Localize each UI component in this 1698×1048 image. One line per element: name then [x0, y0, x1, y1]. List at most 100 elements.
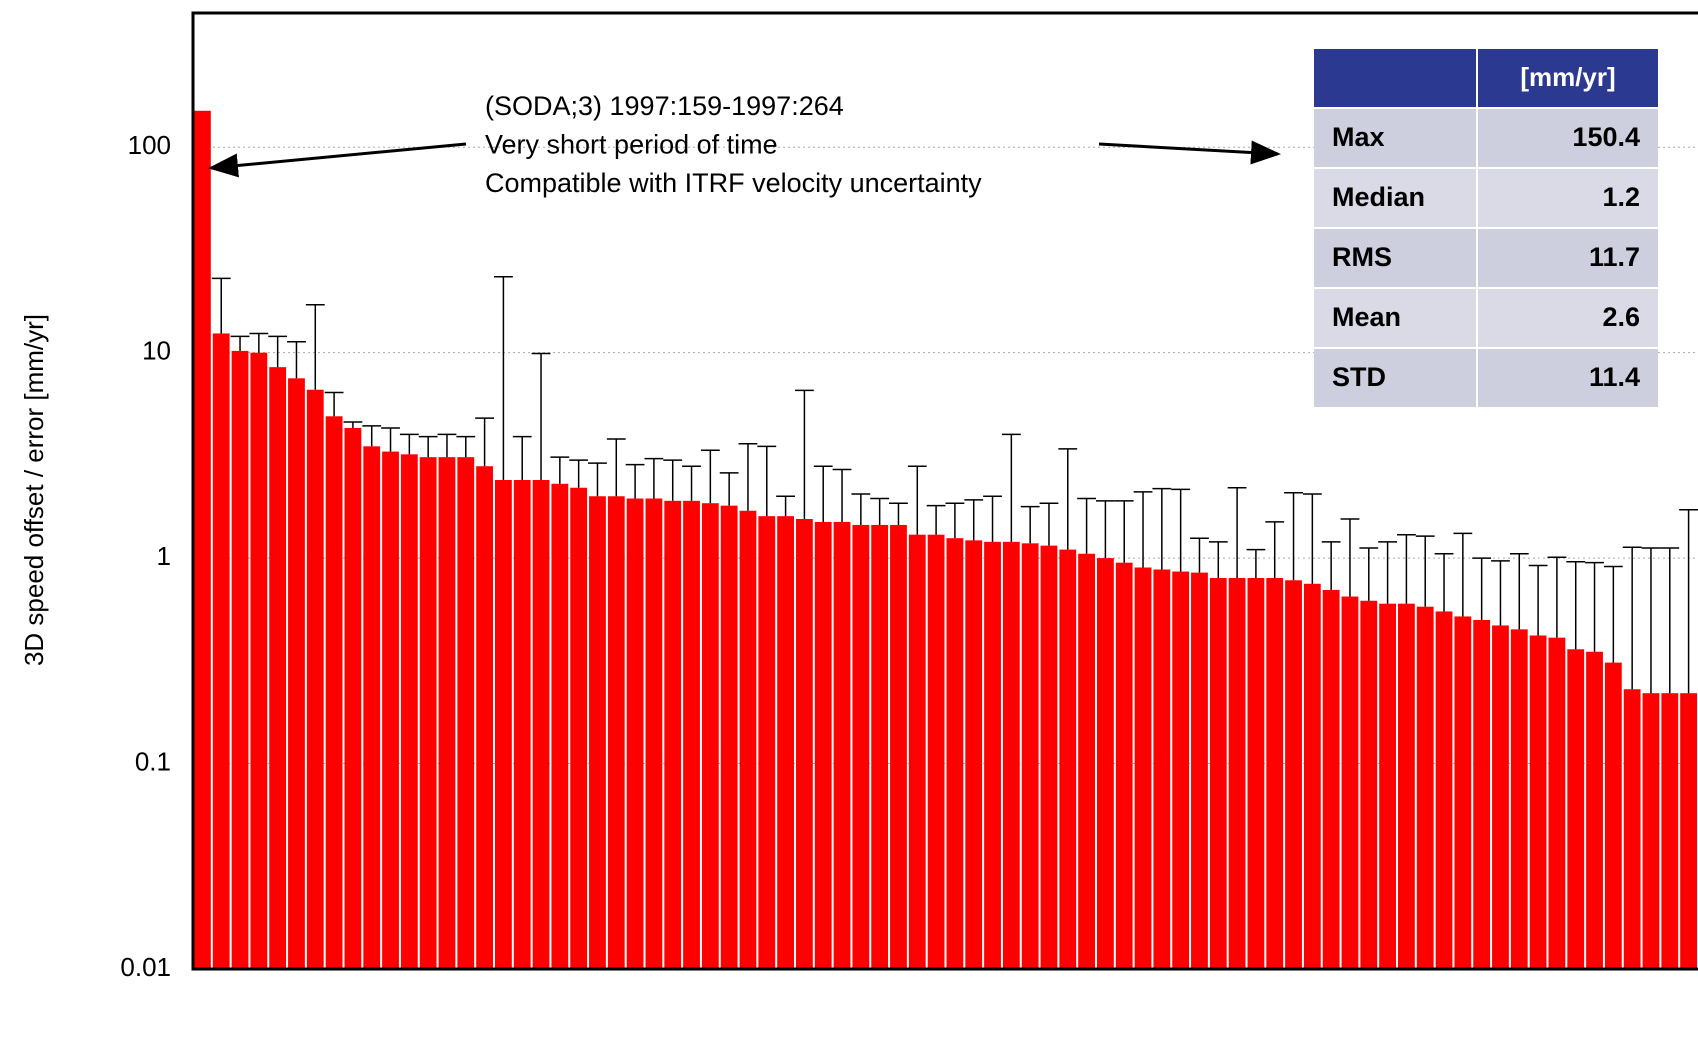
bar	[288, 378, 305, 970]
bar	[476, 466, 493, 969]
error-bar	[588, 462, 607, 497]
bar	[1398, 603, 1415, 969]
error-bar	[795, 389, 814, 519]
table-value: 11.4	[1589, 362, 1640, 392]
bar	[382, 451, 399, 970]
error-bar	[926, 504, 946, 535]
bar	[607, 496, 625, 969]
bar	[626, 498, 644, 969]
plot-frame	[191, 11, 1698, 971]
error-bar	[907, 465, 927, 535]
error-bar	[1058, 448, 1078, 550]
bar	[419, 457, 437, 969]
bar	[438, 457, 456, 969]
bar	[1228, 578, 1246, 969]
bar	[269, 367, 287, 969]
error-bar	[1152, 487, 1172, 570]
bar	[890, 524, 907, 969]
error-bar	[1679, 508, 1698, 694]
bar	[871, 524, 889, 969]
bar	[1134, 567, 1152, 969]
error-bar	[1359, 547, 1379, 601]
bar	[1040, 545, 1058, 969]
error-bar	[569, 459, 589, 488]
bar	[1586, 651, 1603, 969]
error-bar	[1208, 541, 1228, 579]
bar	[1322, 589, 1340, 969]
bar	[1266, 578, 1284, 969]
error-bar	[1434, 552, 1454, 612]
error-bar	[1302, 493, 1322, 584]
error-bar	[324, 391, 344, 417]
bar	[400, 454, 418, 969]
error-bar	[1265, 521, 1285, 579]
bar	[1172, 571, 1190, 969]
bar	[1002, 541, 1020, 969]
y-axis-label: 3D speed offset / error [mm/yr]	[19, 314, 49, 666]
table-cell	[1478, 229, 1658, 287]
bar	[306, 389, 324, 970]
bar	[1115, 562, 1133, 969]
error-bar	[381, 427, 400, 452]
table-cell	[1478, 109, 1658, 167]
error-bar	[531, 352, 551, 480]
error-bar	[776, 495, 795, 517]
table-cell	[1478, 349, 1658, 407]
error-bar	[305, 304, 325, 390]
bar	[551, 483, 569, 969]
error-bar	[1039, 502, 1059, 546]
table-row-label: Median	[1332, 182, 1425, 212]
error-bar	[287, 340, 306, 379]
bar	[1153, 569, 1171, 969]
error-bar	[211, 277, 231, 334]
bar	[927, 534, 945, 969]
table-row-label: Mean	[1332, 302, 1401, 332]
error-bar	[550, 456, 570, 484]
error-bar	[1453, 532, 1473, 617]
error-bar	[1491, 560, 1510, 626]
error-bar	[1190, 537, 1209, 573]
bar	[1379, 603, 1396, 969]
bar	[965, 540, 983, 969]
bar	[1642, 693, 1660, 969]
table-cell	[1478, 289, 1658, 347]
bar	[532, 479, 550, 969]
bar	[1191, 572, 1208, 969]
bar	[1623, 689, 1641, 969]
error-bar	[230, 335, 250, 351]
table-cell	[1314, 109, 1476, 167]
table-header-cell	[1314, 49, 1476, 107]
error-bar	[1547, 556, 1567, 638]
bar	[363, 446, 381, 969]
error-bar	[719, 472, 739, 506]
annotation-arrow	[208, 142, 467, 178]
bar	[1341, 596, 1359, 969]
error-bar	[1096, 500, 1115, 559]
bar	[1303, 583, 1321, 969]
error-bar	[1340, 518, 1360, 597]
bar	[645, 498, 663, 969]
table-cell	[1314, 229, 1476, 287]
bar	[1548, 637, 1566, 969]
error-bar	[1566, 560, 1586, 650]
bar	[589, 496, 606, 969]
error-bar	[1133, 491, 1153, 568]
error-bar	[1585, 561, 1604, 652]
bar	[1247, 578, 1265, 969]
error-bar	[1001, 433, 1021, 542]
table-row-label: Max	[1332, 122, 1385, 152]
error-bar	[362, 425, 382, 447]
table-cell	[1314, 349, 1476, 407]
error-bar	[268, 335, 288, 368]
error-bar	[813, 465, 833, 522]
y-tick-label: 10	[142, 336, 171, 366]
bar	[852, 524, 870, 969]
bar	[1209, 578, 1227, 969]
bar	[984, 541, 1001, 969]
error-bar	[1171, 488, 1191, 572]
table-header: [mm/yr]	[1520, 62, 1615, 92]
error-bar	[682, 465, 701, 501]
table-cell	[1478, 169, 1658, 227]
error-bar	[494, 276, 513, 480]
